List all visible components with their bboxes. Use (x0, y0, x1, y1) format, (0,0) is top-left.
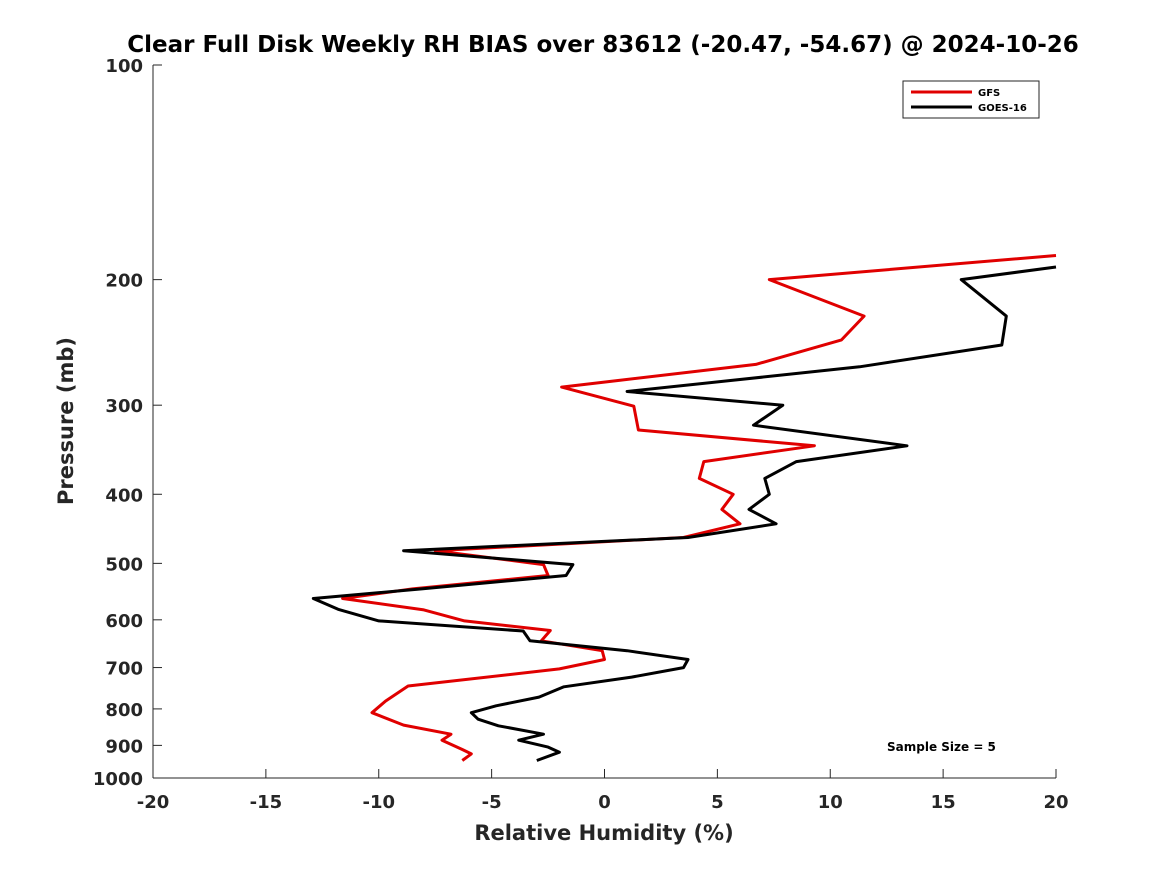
legend-box (902, 80, 1040, 119)
x-tick-label: 15 (931, 792, 956, 813)
x-axis-label: Relative Humidity (%) (474, 821, 733, 845)
y-ticks: 100 200 300 400 500 600 700 800 900 1000 (93, 56, 162, 790)
x-tick-label: 20 (1043, 792, 1068, 813)
y-tick-label: 1000 (93, 769, 143, 790)
x-tick-label: -20 (137, 792, 170, 813)
sample-size-annotation: Sample Size = 5 (887, 740, 996, 754)
series-line-goes16 (311, 265, 1057, 762)
x-tick-label: -15 (250, 792, 283, 813)
series-layer (311, 254, 1057, 762)
x-tick-label: 10 (818, 792, 843, 813)
y-tick-label: 100 (105, 56, 143, 77)
y-axis-label: Pressure (mb) (54, 337, 78, 505)
plot-area: -20 -15 -10 -5 0 5 10 15 20 100 200 300 400 500 600 70… (93, 56, 1069, 813)
y-tick-label: 400 (105, 485, 143, 506)
y-tick-label: 900 (105, 736, 143, 757)
x-tick-label: 0 (598, 792, 611, 813)
y-tick-label: 700 (105, 659, 143, 680)
legend-label-gfs: GFS (978, 88, 1000, 99)
legend-label-goes16: GOES-16 (978, 103, 1027, 114)
y-tick-label: 200 (105, 271, 143, 292)
y-tick-label: 600 (105, 611, 143, 632)
y-tick-label: 500 (105, 554, 143, 575)
x-tick-label: -5 (482, 792, 502, 813)
chart-title: Clear Full Disk Weekly RH BIAS over 8361… (127, 32, 1079, 58)
legend: GFS GOES-16 (902, 80, 1040, 119)
x-tick-label: 5 (711, 792, 724, 813)
x-ticks: -20 -15 -10 -5 0 5 10 15 20 (137, 769, 1069, 813)
y-tick-label: 300 (105, 396, 143, 417)
x-tick-label: -10 (362, 792, 395, 813)
y-tick-label: 800 (105, 700, 143, 721)
